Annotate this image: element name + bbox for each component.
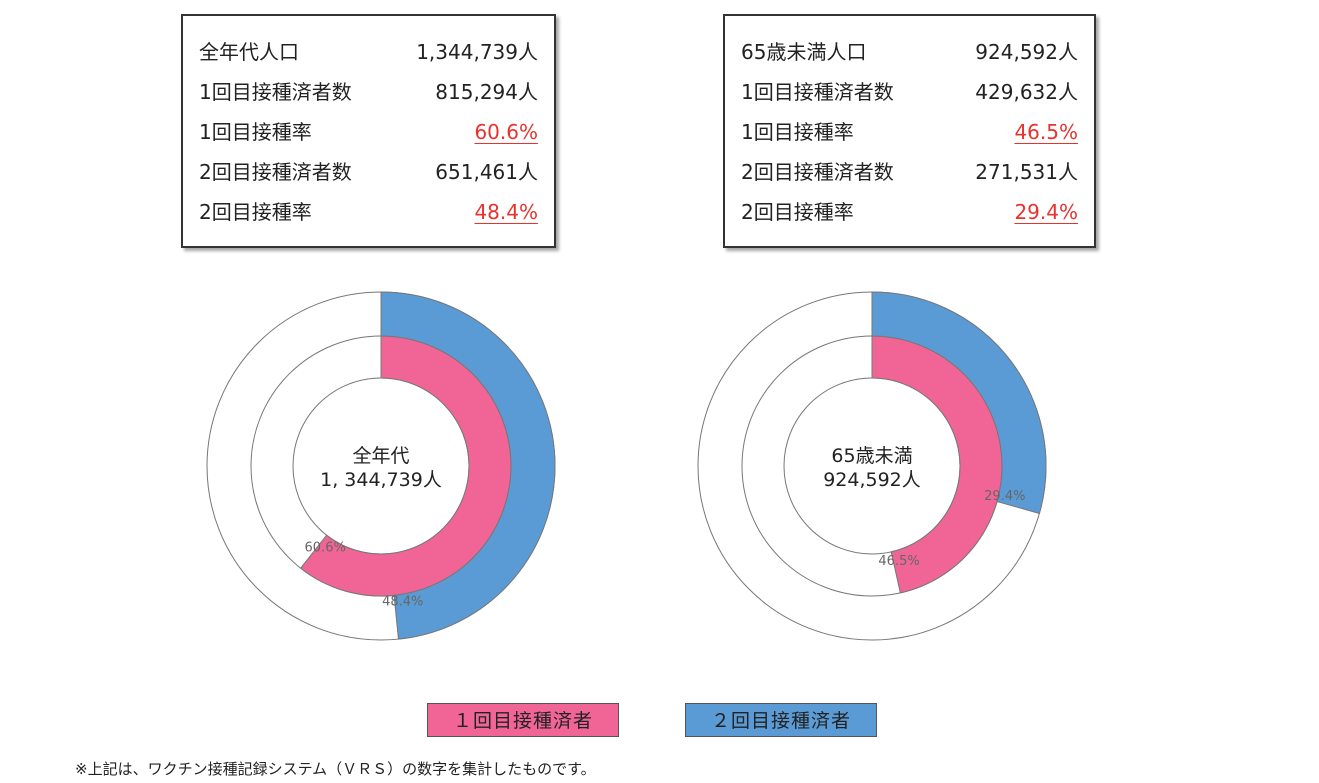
- summary-box-under-65: 65歳未満人口 924,592人 1回目接種済者数 429,632人 1回目接種率 46.…: [723, 14, 1096, 248]
- legend-item-second-dose: ２回目接種済者: [685, 703, 877, 737]
- stat-row: 1回目接種済者数 815,294人: [199, 76, 538, 116]
- chart-center-label: 924,592人: [823, 469, 921, 491]
- stat-value: 651,461人: [435, 160, 538, 184]
- second-dose-slice: [871, 291, 1047, 515]
- second-dose-pct-label: 48.4%: [382, 594, 423, 609]
- legend-item-first-dose: １回目接種済者: [427, 703, 619, 737]
- stat-row: 1回目接種率 46.5%: [741, 116, 1078, 156]
- stat-label: 1回目接種率: [741, 120, 854, 144]
- stat-label: 2回目接種率: [741, 200, 854, 224]
- stat-value: 1,344,739人: [416, 40, 538, 64]
- first-dose-pct-label: 60.6%: [305, 541, 346, 556]
- second-dose-pct-label: 29.4%: [984, 489, 1025, 504]
- chart-center-label: 全年代: [352, 445, 409, 467]
- stat-value: 429,632人: [975, 80, 1078, 104]
- stat-row: 2回目接種率 48.4%: [199, 196, 538, 236]
- stat-value: 60.6%: [474, 120, 538, 144]
- stat-label: 1回目接種済者数: [199, 80, 352, 104]
- stat-label: 1回目接種済者数: [741, 80, 894, 104]
- chart-legend: １回目接種済者 ２回目接種済者: [427, 703, 877, 739]
- stat-label: 2回目接種済者数: [199, 160, 352, 184]
- chart-center-label: 1, 344,739人: [320, 469, 442, 491]
- footnote: ※上記は、ワクチン接種記録システム（ＶＲＳ）の数字を集計したものです。: [75, 760, 596, 778]
- second-dose-slice: [380, 291, 556, 640]
- stat-row: 1回目接種率 60.6%: [199, 116, 538, 156]
- stat-value: 815,294人: [435, 80, 538, 104]
- stat-row: 1回目接種済者数 429,632人: [741, 76, 1078, 116]
- stat-row: 2回目接種済者数 651,461人: [199, 156, 538, 196]
- first-dose-pct-label: 46.5%: [878, 554, 919, 569]
- stat-row: 65歳未満人口 924,592人: [741, 36, 1078, 76]
- stat-value: 46.5%: [1014, 120, 1078, 144]
- stat-label: 2回目接種済者数: [741, 160, 894, 184]
- stat-row: 2回目接種率 29.4%: [741, 196, 1078, 236]
- summary-box-all-ages: 全年代人口 1,344,739人 1回目接種済者数 815,294人 1回目接種率 60.…: [181, 14, 556, 248]
- stat-value: 48.4%: [474, 200, 538, 224]
- stat-row: 2回目接種済者数 271,531人: [741, 156, 1078, 196]
- chart-center-label: 65歳未満: [831, 445, 912, 467]
- stat-value: 924,592人: [975, 40, 1078, 64]
- stat-label: 2回目接種率: [199, 200, 312, 224]
- stat-label: 1回目接種率: [199, 120, 312, 144]
- stat-label: 65歳未満人口: [741, 40, 867, 64]
- stat-row: 全年代人口 1,344,739人: [199, 36, 538, 76]
- stat-label: 全年代人口: [199, 40, 299, 64]
- stat-value: 29.4%: [1014, 200, 1078, 224]
- stat-value: 271,531人: [975, 160, 1078, 184]
